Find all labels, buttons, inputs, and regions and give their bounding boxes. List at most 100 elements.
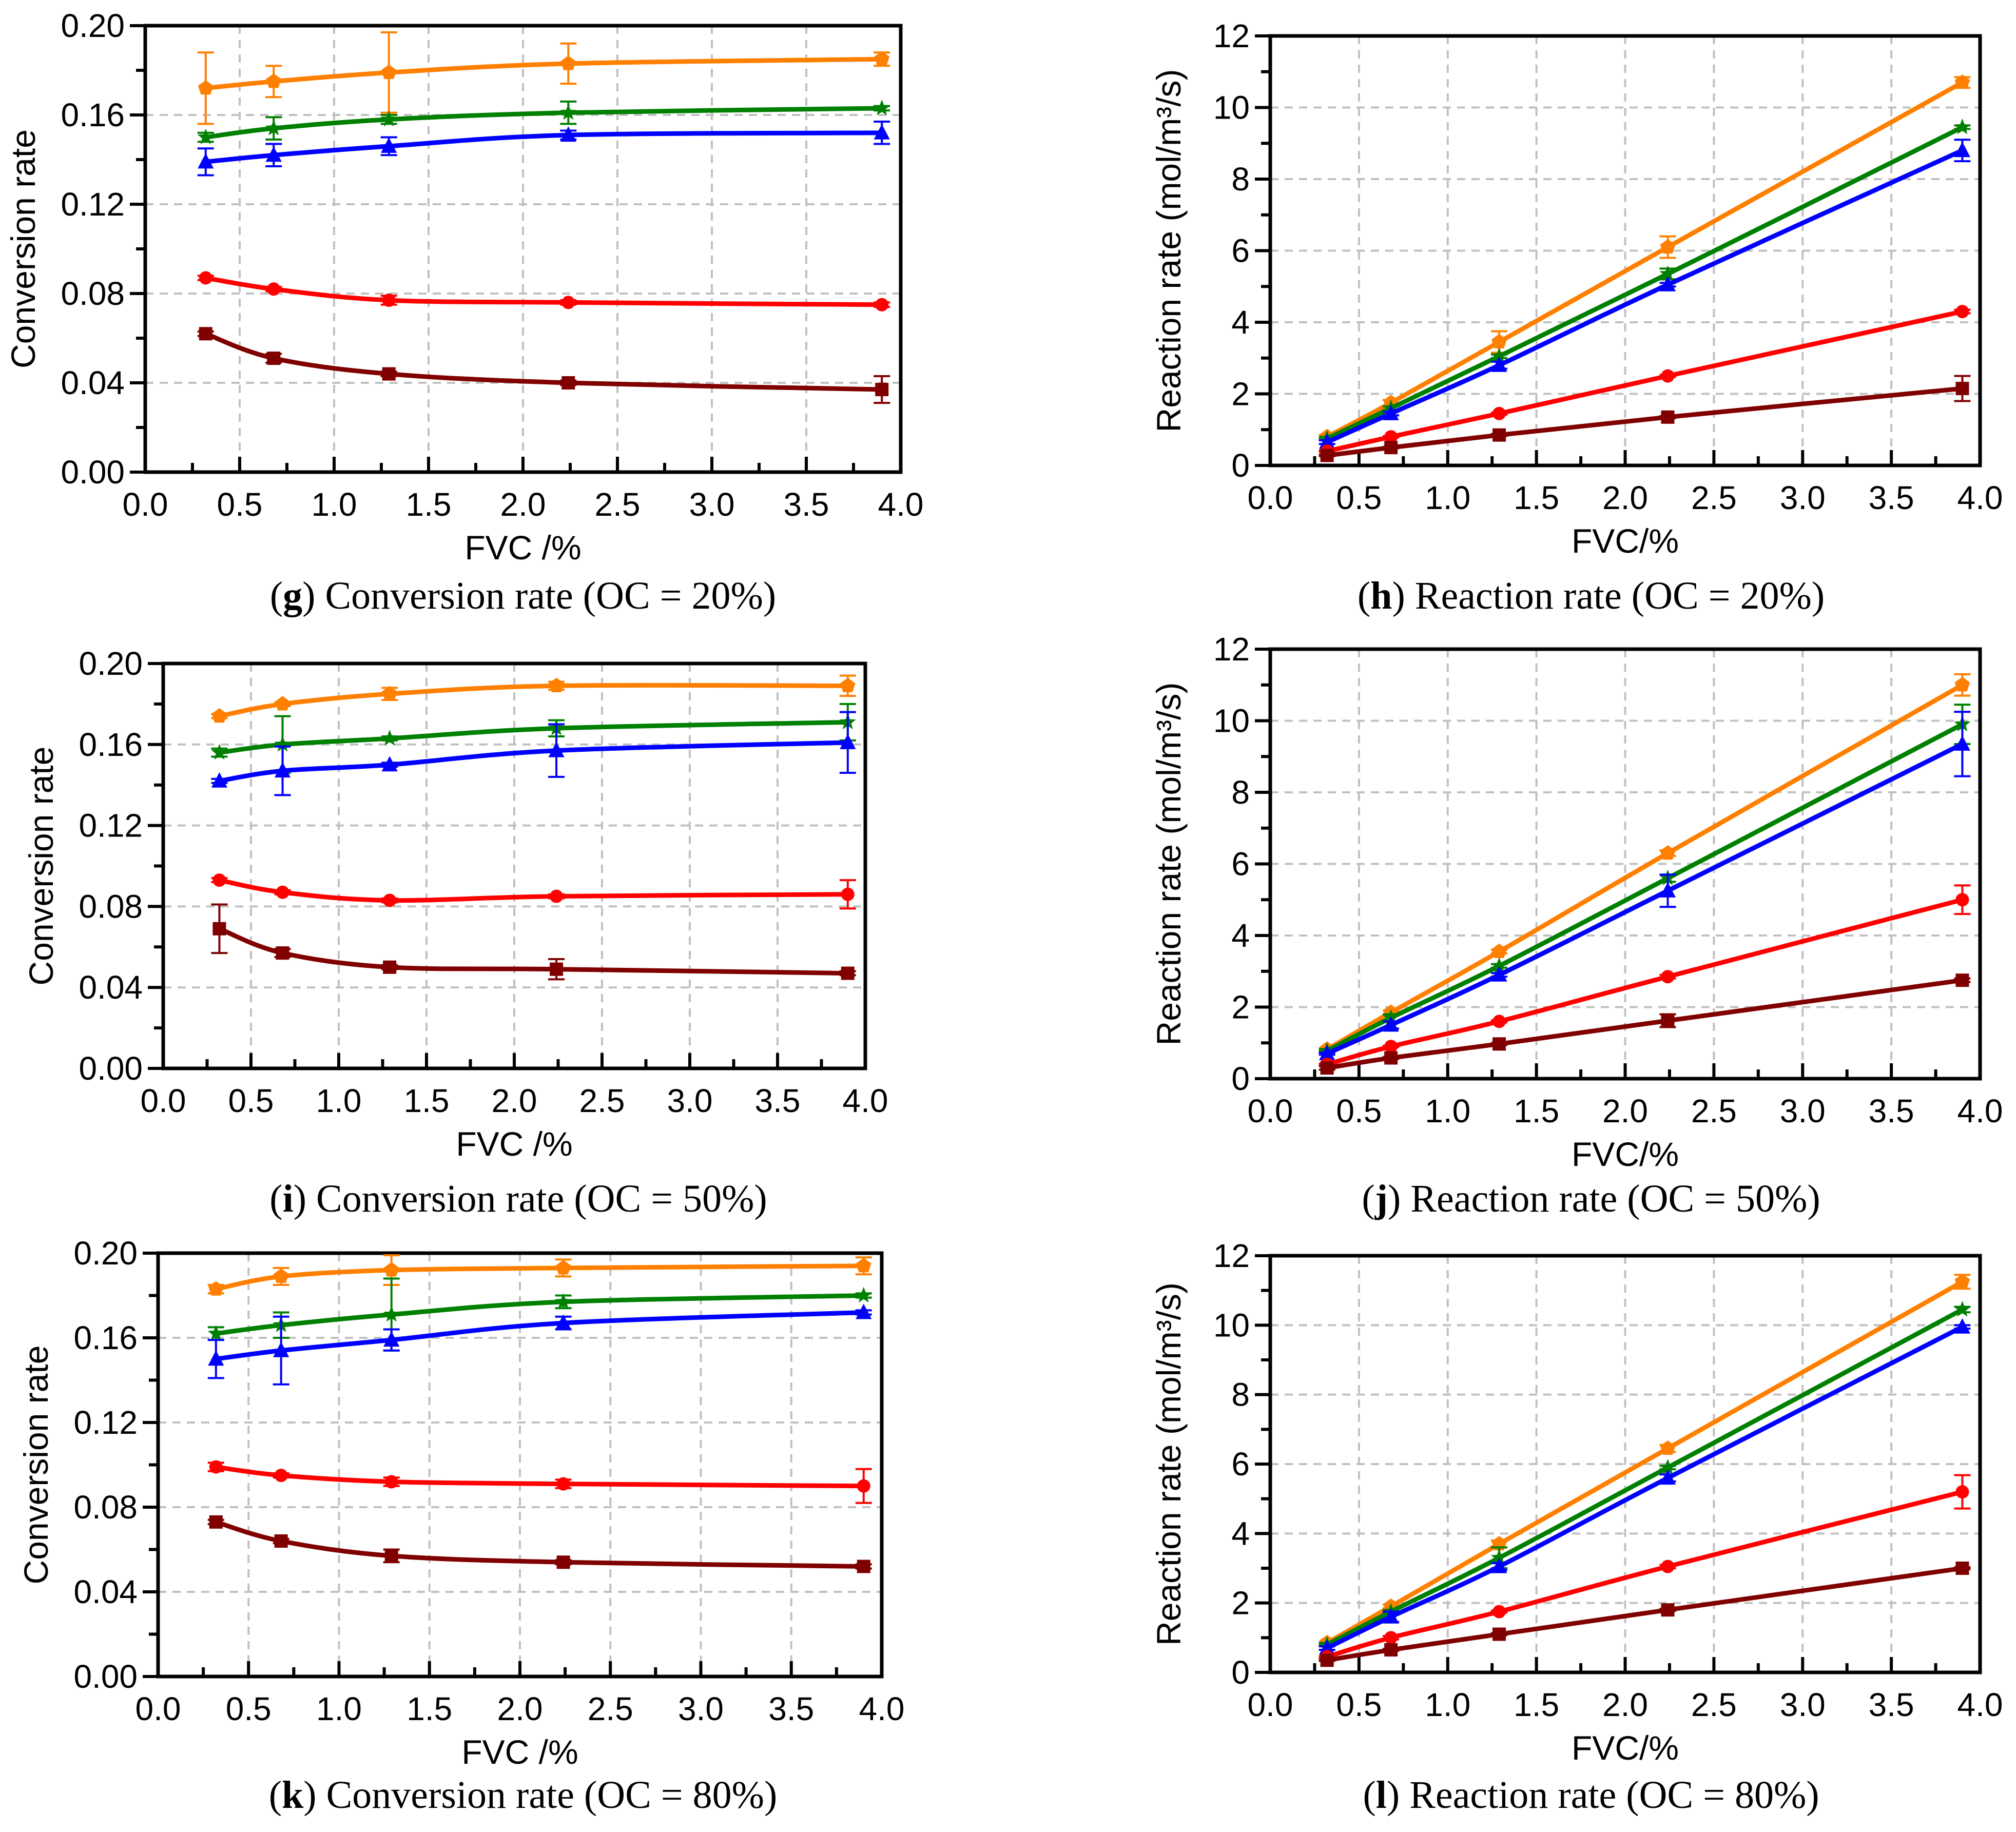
circle-marker bbox=[382, 294, 396, 307]
pentagon-marker bbox=[549, 677, 564, 693]
star-marker bbox=[555, 1293, 572, 1309]
square-marker bbox=[1384, 1051, 1398, 1065]
x-tick-label: 1.5 bbox=[1514, 1093, 1559, 1129]
x-tick-label: 0.5 bbox=[226, 1690, 272, 1727]
y-tick-label: 4 bbox=[1231, 917, 1250, 954]
square-marker bbox=[1384, 441, 1398, 455]
x-tick-label: 2.0 bbox=[492, 1082, 537, 1119]
plot-frame bbox=[143, 24, 903, 474]
x-tick-label: 0.5 bbox=[1336, 1686, 1382, 1723]
star-marker bbox=[265, 120, 282, 135]
square-marker bbox=[1492, 1627, 1506, 1641]
circle-marker bbox=[274, 1469, 288, 1483]
y-tick-label: 8 bbox=[1231, 1376, 1250, 1413]
y-tick-label: 0.00 bbox=[61, 454, 125, 491]
triangle-marker bbox=[198, 153, 214, 169]
series-3 bbox=[1319, 1474, 1971, 1664]
square-marker bbox=[383, 960, 397, 974]
series-3 bbox=[1319, 884, 1971, 1071]
star-marker bbox=[383, 1305, 400, 1322]
series-line bbox=[1326, 897, 1963, 1067]
square-marker bbox=[382, 367, 396, 381]
x-axis-label: FVC /% bbox=[456, 1125, 572, 1163]
pentagon-marker bbox=[1660, 845, 1676, 860]
pentagon-marker bbox=[1660, 239, 1676, 254]
pentagon-marker bbox=[381, 64, 397, 79]
pentagon-marker bbox=[555, 1260, 571, 1275]
pentagon-marker bbox=[840, 677, 856, 693]
triangle-marker bbox=[840, 733, 856, 749]
circle-marker bbox=[1384, 430, 1398, 444]
x-tick-label: 0.0 bbox=[1248, 1093, 1293, 1129]
chart-h: 0.0 0.5 1.0 1.5 2.0 2.5 3.0 3.5 4.0 0 2 4 6 8 10 12 FVC/… bbox=[1150, 17, 2003, 560]
triangle-marker bbox=[273, 1341, 289, 1357]
star-marker bbox=[560, 104, 577, 120]
series-0 bbox=[197, 31, 890, 125]
star-marker bbox=[1954, 1300, 1971, 1317]
circle-marker bbox=[561, 296, 575, 309]
series-line bbox=[215, 1519, 864, 1569]
y-tick-label: 12 bbox=[1213, 1237, 1250, 1274]
pentagon-marker bbox=[856, 1258, 871, 1273]
star-marker bbox=[1490, 957, 1508, 973]
caption-l: l Reaction rate (OC = 80%) bbox=[1363, 1773, 1819, 1818]
y-tick-label: 0.16 bbox=[73, 1319, 138, 1356]
y-tick-label: 0.16 bbox=[61, 96, 125, 133]
caption-i: i Conversion rate (OC = 50%) bbox=[269, 1177, 767, 1221]
x-tick-label: 3.0 bbox=[1780, 1686, 1826, 1723]
x-tick-label: 0.5 bbox=[217, 486, 263, 523]
x-tick-label: 2.5 bbox=[595, 486, 641, 523]
pentagon-marker bbox=[1954, 1274, 1970, 1289]
x-tick-label: 1.5 bbox=[1514, 479, 1559, 516]
triangle-marker bbox=[1491, 966, 1507, 982]
square-marker bbox=[556, 1555, 570, 1569]
series-1 bbox=[197, 100, 890, 145]
y-tick-label: 0.04 bbox=[61, 364, 125, 401]
pentagon-marker bbox=[211, 708, 227, 723]
x-tick-label: 3.5 bbox=[755, 1082, 801, 1119]
circle-marker bbox=[1661, 970, 1675, 984]
series-line bbox=[218, 926, 848, 976]
y-tick-label: 10 bbox=[1213, 89, 1250, 126]
square-marker bbox=[1955, 382, 1969, 396]
series-2 bbox=[197, 121, 890, 177]
x-tick-label: 2.5 bbox=[588, 1690, 633, 1727]
caption-text: Reaction rate (OC = 50%) bbox=[1410, 1177, 1820, 1220]
y-tick-label: 0 bbox=[1231, 1060, 1250, 1097]
y-tick-label: 0.20 bbox=[79, 645, 143, 682]
series-3 bbox=[197, 271, 890, 311]
square-marker bbox=[199, 327, 212, 341]
triangle-marker bbox=[1954, 1318, 1971, 1334]
series-1 bbox=[1319, 704, 1971, 1058]
pentagon-marker bbox=[273, 1268, 289, 1283]
series-line bbox=[1326, 1279, 1964, 1645]
series-2 bbox=[1319, 1318, 1971, 1655]
triangle-marker bbox=[1954, 735, 1971, 751]
x-tick-label: 3.5 bbox=[768, 1690, 814, 1727]
circle-marker bbox=[1492, 1015, 1506, 1028]
triangle-marker bbox=[560, 126, 576, 142]
chart-j: 0.0 0.5 1.0 1.5 2.0 2.5 3.0 3.5 4.0 0 2 4 6 8 10 12 FVC/… bbox=[1150, 631, 2003, 1173]
pentagon-marker bbox=[874, 51, 890, 66]
series-4 bbox=[1319, 973, 1971, 1075]
y-tick-label: 0 bbox=[1231, 447, 1250, 484]
circle-marker bbox=[841, 887, 855, 901]
series-line bbox=[205, 130, 882, 164]
y-tick-label: 8 bbox=[1231, 161, 1250, 198]
caption-text: Reaction rate (OC = 20%) bbox=[1414, 574, 1825, 617]
series-3 bbox=[207, 1460, 872, 1504]
pentagon-marker bbox=[1954, 677, 1970, 692]
x-axis-label: FVC/% bbox=[1572, 1729, 1679, 1767]
square-marker bbox=[561, 376, 575, 389]
square-marker bbox=[1955, 973, 1969, 987]
series-line bbox=[1326, 309, 1963, 454]
x-tick-label: 3.5 bbox=[1869, 479, 1914, 516]
triangle-marker bbox=[1319, 1045, 1335, 1061]
pentagon-marker bbox=[383, 1262, 399, 1277]
caption-h: h Reaction rate (OC = 20%) bbox=[1358, 574, 1825, 618]
x-axis-label: FVC/% bbox=[1572, 1135, 1679, 1173]
circle-marker bbox=[209, 1460, 223, 1474]
x-tick-label: 3.0 bbox=[678, 1690, 724, 1727]
caption-letter: g bbox=[270, 574, 316, 617]
y-tick-label: 0.04 bbox=[79, 969, 143, 1006]
